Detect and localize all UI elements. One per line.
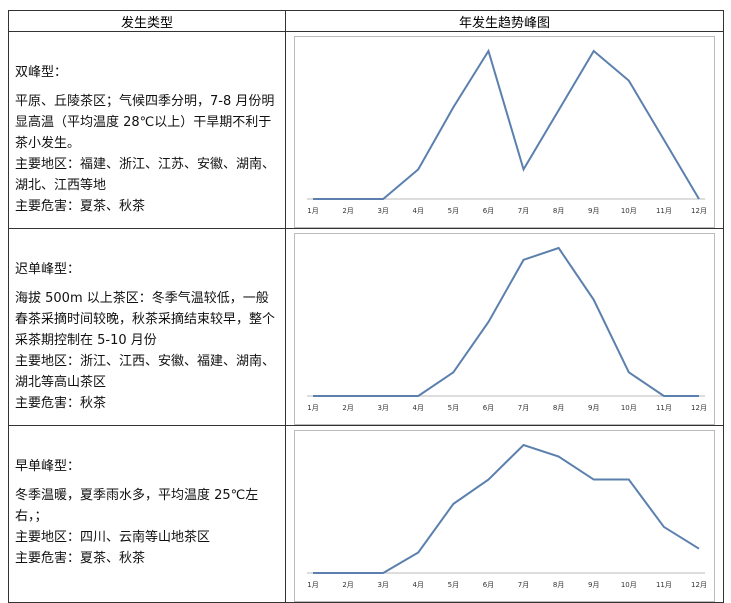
type-cell: 早单峰型： 冬季温暖，夏季雨水多，平均温度 25℃左右，； 主要地区：四川、云南等山… (8, 425, 286, 603)
chart-box: 1月 2月 3月 4月 5月 6月 7月 8月 9月 10月 11月 12月 (294, 430, 715, 602)
x-tick-label: 10月 (621, 581, 637, 589)
chart-box: 1月 2月 3月 4月 5月 6月 7月 8月 9月 10月 11月 12月 (294, 233, 715, 425)
x-tick-label: 12月 (691, 207, 707, 215)
x-tick-label: 10月 (621, 404, 637, 412)
line-series (313, 443, 700, 574)
harm: 主要危害：夏茶、秋茶 (15, 551, 146, 566)
type-name: 双峰型： (15, 65, 68, 80)
chart: 1月 2月 3月 4月 5月 6月 7月 8月 9月 10月 11月 12月 (307, 246, 707, 412)
x-tick-label: 6月 (483, 404, 494, 412)
row: 迟单峰型： 海拔 500m 以上茶区：冬季气温较低，一般春茶采摘时间较晚，秋茶采摘… (8, 228, 724, 426)
row: 早单峰型： 冬季温暖，夏季雨水多，平均温度 25℃左右，； 主要地区：四川、云南等山… (8, 425, 724, 603)
type-name: 迟单峰型： (15, 262, 81, 277)
description: 海拔 500m 以上茶区：冬季气温较低，一般春茶采摘时间较晚，秋茶采摘结束较早，… (15, 291, 276, 348)
x-tick-label: 10月 (621, 207, 637, 215)
x-tick-label: 7月 (518, 404, 529, 412)
chart-cell: 1月 2月 3月 4月 5月 6月 7月 8月 9月 10月 11月 12月 (285, 425, 724, 603)
x-tick-label: 11月 (656, 404, 672, 412)
chart-box: 1月 2月 3月 4月 5月 6月 7月 8月 9月 10月 11月 12月 (294, 36, 715, 228)
x-tick-label: 2月 (342, 404, 353, 412)
type-text: 双峰型： 平原、丘陵茶区；气候四季分明，7-8 月份明显高温（平均温度 28℃以上… (9, 32, 285, 217)
x-tick-label: 2月 (342, 207, 353, 215)
x-tick-label: 1月 (307, 404, 318, 412)
x-tick-label: 3月 (377, 581, 388, 589)
x-tick-label: 6月 (483, 581, 494, 589)
type-name: 早单峰型： (15, 459, 81, 474)
x-tick-label: 7月 (518, 581, 529, 589)
line-series (313, 48, 700, 200)
chart: 1月 2月 3月 4月 5月 6月 7月 8月 9月 10月 11月 12月 (307, 48, 707, 215)
x-tick-label: 11月 (656, 581, 672, 589)
x-tick-label: 5月 (448, 581, 459, 589)
table: 发生类型 年发生趋势峰图 双峰型： 平原、丘陵茶区；气候四季分明，7-8 月份明显… (8, 10, 724, 603)
x-tick-label: 6月 (483, 207, 494, 215)
harm: 主要危害：秋茶 (15, 396, 107, 411)
description: 冬季温暖，夏季雨水多，平均温度 25℃左右，； (15, 488, 259, 524)
x-tick-label: 9月 (588, 207, 599, 215)
header: 发生类型 (8, 10, 286, 32)
x-tick-label: 8月 (553, 207, 564, 215)
header: 年发生趋势峰图 (285, 10, 724, 32)
x-tick-label: 3月 (377, 207, 388, 215)
x-tick-label: 8月 (553, 404, 564, 412)
x-tick-label: 1月 (307, 581, 318, 589)
x-tick-label: 4月 (413, 207, 424, 215)
x-tick-label: 9月 (588, 404, 599, 412)
x-tick-label: 12月 (691, 404, 707, 412)
row: 双峰型： 平原、丘陵茶区；气候四季分明，7-8 月份明显高温（平均温度 28℃以上… (8, 31, 724, 229)
x-tick-label: 5月 (448, 404, 459, 412)
regions: 主要地区：浙江、江西、安徽、福建、湖南、湖北等高山茶区 (15, 354, 276, 390)
x-tick-label: 4月 (413, 404, 424, 412)
x-tick-label: 8月 (553, 581, 564, 589)
x-tick-label: 1月 (307, 207, 318, 215)
x-tick-label: 4月 (413, 581, 424, 589)
harm: 主要危害：夏茶、秋茶 (15, 199, 146, 214)
x-tick-label: 12月 (691, 581, 707, 589)
chart-cell: 1月 2月 3月 4月 5月 6月 7月 8月 9月 10月 11月 12月 (285, 31, 724, 229)
x-tick-label: 11月 (656, 207, 672, 215)
type-cell: 迟单峰型： 海拔 500m 以上茶区：冬季气温较低，一般春茶采摘时间较晚，秋茶采摘… (8, 228, 286, 426)
line-series (313, 246, 699, 397)
type-text: 迟单峰型： 海拔 500m 以上茶区：冬季气温较低，一般春茶采摘时间较晚，秋茶采摘… (9, 229, 285, 414)
chart-cell: 1月 2月 3月 4月 5月 6月 7月 8月 9月 10月 11月 12月 (285, 228, 724, 426)
x-tick-label: 7月 (518, 207, 529, 215)
regions: 主要地区：四川、云南等山地茶区 (15, 530, 211, 545)
x-tick-label: 5月 (448, 207, 459, 215)
x-tick-label: 3月 (377, 404, 388, 412)
type-text: 早单峰型： 冬季温暖，夏季雨水多，平均温度 25℃左右，； 主要地区：四川、云南等山… (9, 426, 285, 569)
x-tick-label: 2月 (342, 581, 353, 589)
description: 平原、丘陵茶区；气候四季分明，7-8 月份明显高温（平均温度 28℃以上）干旱期… (15, 94, 275, 151)
regions: 主要地区：福建、浙江、江苏、安徽、湖南、湖北、江西等地 (15, 157, 276, 193)
chart: 1月 2月 3月 4月 5月 6月 7月 8月 9月 10月 11月 12月 (307, 443, 707, 589)
header-row: 发生类型 年发生趋势峰图 (8, 10, 724, 32)
x-tick-label: 9月 (588, 581, 599, 589)
type-cell: 双峰型： 平原、丘陵茶区；气候四季分明，7-8 月份明显高温（平均温度 28℃以上… (8, 31, 286, 229)
